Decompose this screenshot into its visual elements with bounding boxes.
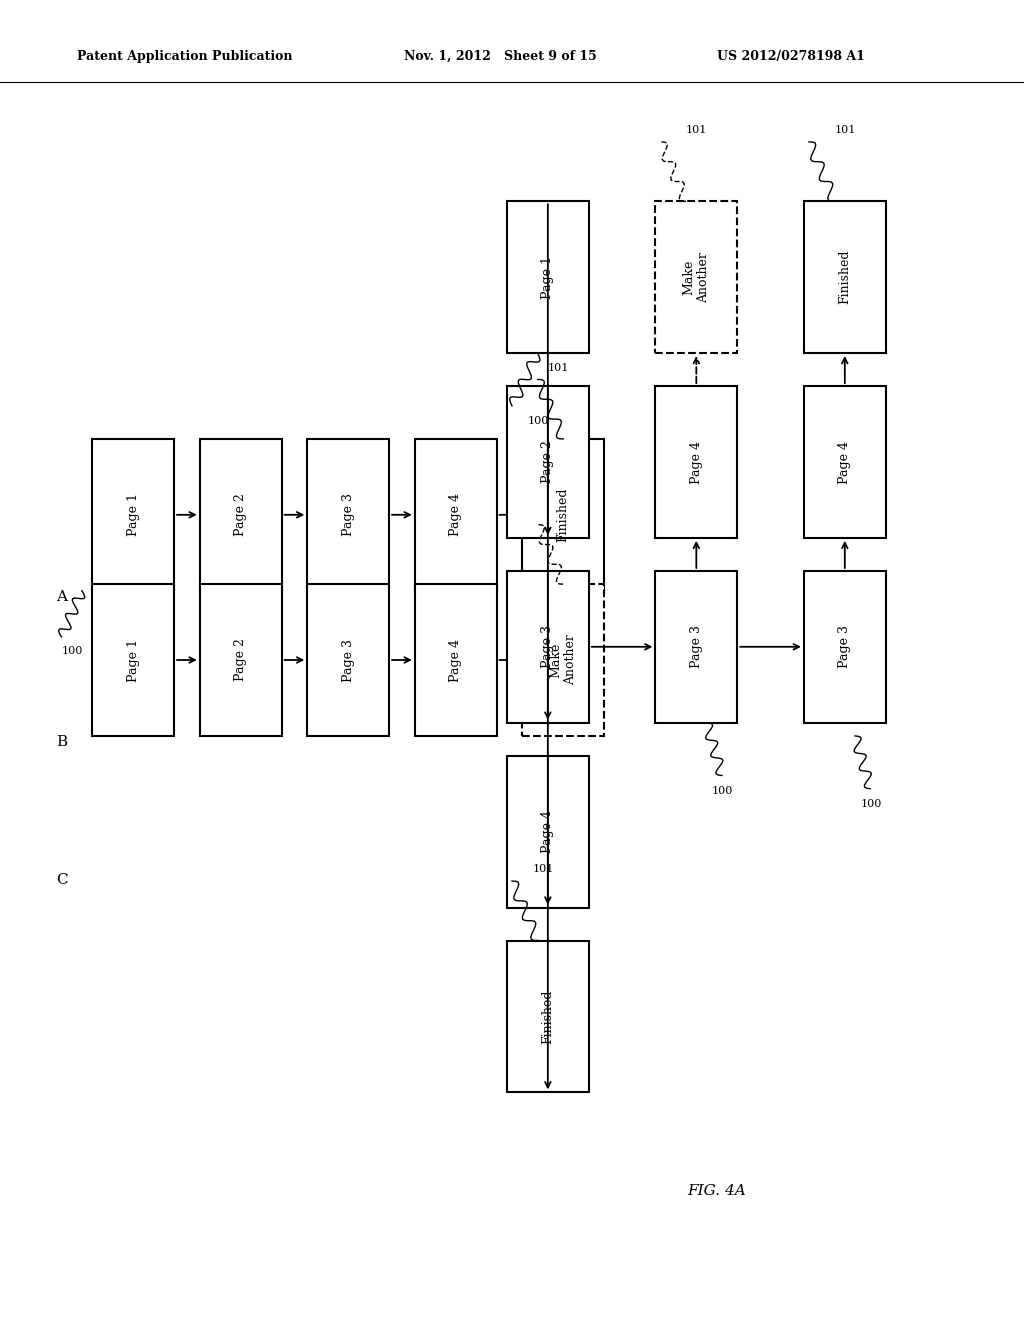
Text: 101: 101: [548, 508, 569, 517]
Bar: [200, 583, 282, 737]
Text: Page 2: Page 2: [234, 494, 247, 536]
Bar: [415, 583, 497, 737]
Text: B: B: [56, 735, 67, 748]
Text: 101: 101: [686, 125, 708, 135]
Bar: [507, 755, 589, 908]
Text: Patent Application Publication: Patent Application Publication: [77, 50, 292, 63]
Bar: [522, 438, 604, 591]
Text: 101: 101: [548, 363, 569, 372]
Text: Page 4: Page 4: [450, 494, 462, 536]
Text: Finished: Finished: [557, 487, 569, 543]
Text: Make
Another: Make Another: [549, 635, 578, 685]
Text: Page 2: Page 2: [542, 441, 554, 483]
Bar: [507, 940, 589, 1093]
Bar: [655, 385, 737, 539]
Text: Nov. 1, 2012   Sheet 9 of 15: Nov. 1, 2012 Sheet 9 of 15: [404, 50, 597, 63]
Text: 100: 100: [712, 785, 733, 796]
Text: Page 1: Page 1: [127, 494, 139, 536]
Bar: [804, 385, 886, 539]
Text: Page 1: Page 1: [127, 639, 139, 681]
Text: Page 3: Page 3: [542, 626, 554, 668]
Text: Page 3: Page 3: [690, 626, 702, 668]
Text: A: A: [56, 590, 67, 603]
Text: US 2012/0278198 A1: US 2012/0278198 A1: [717, 50, 864, 63]
Text: Finished: Finished: [839, 249, 851, 305]
Bar: [307, 438, 389, 591]
Text: 101: 101: [835, 125, 856, 135]
Text: Page 1: Page 1: [542, 256, 554, 298]
Bar: [655, 570, 737, 722]
Text: Page 2: Page 2: [234, 639, 247, 681]
Bar: [507, 385, 589, 539]
Bar: [804, 201, 886, 352]
Text: Page 3: Page 3: [342, 639, 354, 681]
Text: Finished: Finished: [542, 989, 554, 1044]
Text: 100: 100: [860, 799, 882, 809]
Text: Page 3: Page 3: [342, 494, 354, 536]
Bar: [307, 583, 389, 737]
Bar: [522, 583, 604, 737]
Bar: [415, 438, 497, 591]
Bar: [92, 583, 174, 737]
Text: Page 3: Page 3: [839, 626, 851, 668]
Text: 100: 100: [61, 647, 83, 656]
Bar: [655, 201, 737, 352]
Text: Make
Another: Make Another: [682, 252, 711, 302]
Text: C: C: [55, 874, 68, 887]
Text: Page 4: Page 4: [450, 639, 462, 681]
Bar: [200, 438, 282, 591]
Bar: [507, 570, 589, 722]
Bar: [92, 438, 174, 591]
Text: FIG. 4A: FIG. 4A: [687, 1184, 746, 1197]
Text: Page 4: Page 4: [839, 441, 851, 483]
Text: 100: 100: [527, 417, 549, 426]
Text: Page 4: Page 4: [542, 810, 554, 853]
Text: 101: 101: [532, 865, 554, 874]
Text: Page 4: Page 4: [690, 441, 702, 483]
Bar: [507, 201, 589, 352]
Bar: [804, 570, 886, 722]
